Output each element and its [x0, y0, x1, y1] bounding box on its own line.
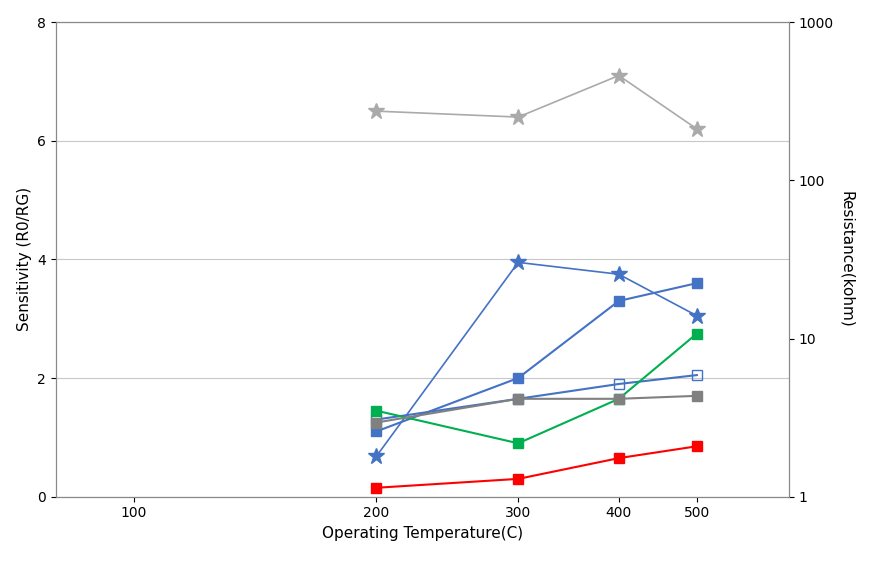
- Y-axis label: Resistance(kohm): Resistance(kohm): [840, 191, 854, 328]
- Y-axis label: Sensitivity (R0/RG): Sensitivity (R0/RG): [17, 187, 31, 332]
- X-axis label: Operating Temperature(C): Operating Temperature(C): [321, 526, 523, 541]
